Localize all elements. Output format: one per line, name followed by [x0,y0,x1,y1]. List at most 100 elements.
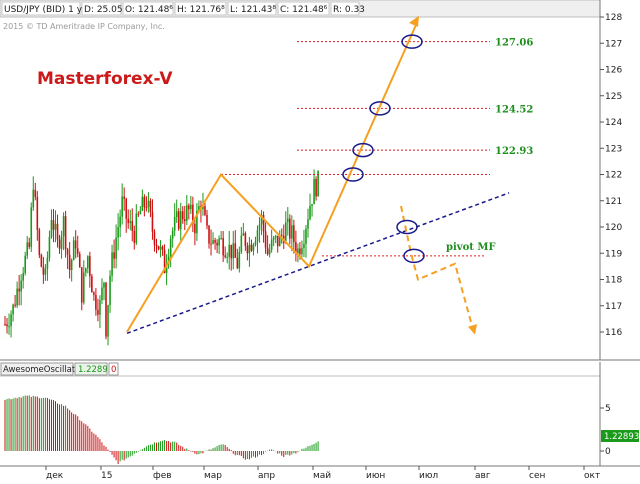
header-field: O: 121.48⁶ [125,5,173,15]
candle-body [58,239,61,249]
candle-body [260,215,263,225]
price-tick-label: 121 [605,197,622,207]
candle-body [216,242,218,246]
candle-body [30,207,33,247]
candle-body [238,251,241,269]
oscillator-panel[interactable]: AwesomeOscillator 1.22893 0 50 1.22893 [0,362,639,466]
candle-body [272,237,275,240]
header-field: USD/JPY (BID) 1 y D [4,5,92,15]
candle-body [287,218,289,223]
candle-body [232,243,235,259]
candle-body [60,236,63,249]
header-bar: USD/JPY (BID) 1 y DD: 25.05.15O: 121.48⁶… [0,0,601,18]
candle-body [280,234,283,236]
candle-body [212,240,214,244]
time-tick-label: авг [475,471,491,480]
price-panel[interactable]: 116117118119120121122123124125126127128 … [0,0,640,361]
candle-body [12,304,14,315]
price-y-axis: 116 117 118 119 120 121 122 123 124 125 126 127 128 [600,13,622,338]
price-tick-label: 120 [605,223,622,233]
candle-body [48,236,51,258]
candle-body [113,252,115,259]
candle-body [107,305,109,337]
candle-body [289,218,291,239]
watermark-text: Masterforex-V [37,69,173,89]
candle-body [101,287,103,301]
candle-body [68,254,71,271]
candle-body [252,245,255,251]
candle-body [8,326,10,328]
candle-body [266,247,269,255]
header-field-box [81,1,122,16]
candle-body [254,241,257,246]
price-tick-label: 125 [605,92,622,102]
candle-body [224,255,226,258]
candle-body [24,255,26,274]
candle-body [188,205,190,210]
candle-body [28,242,31,247]
candle-body [109,275,111,306]
candle-body [192,204,194,224]
candle-body [183,219,186,222]
candle-body [305,228,307,244]
candle-body [159,246,162,250]
candle-body [115,237,117,259]
pattern-line [126,24,417,333]
oscillator-name-box[interactable] [0,362,74,376]
candle-body [250,244,253,251]
oscillator-name: AwesomeOscillator [3,365,84,375]
candle-body [18,288,20,292]
candle-body [119,216,121,228]
price-tick-label: 117 [605,302,622,312]
candle-body [145,206,148,208]
candle-body [311,204,313,206]
candle-body [70,260,73,271]
candle-body [295,242,297,254]
oscillator-value-box [74,362,108,376]
candle-body [66,249,69,255]
time-tick-label: 15 [101,471,112,480]
candle-body [313,178,315,205]
candle-body [198,206,200,211]
candle-body [299,248,301,255]
candle-body [34,189,37,197]
candle-body [131,221,134,231]
candle-body [139,210,142,215]
candle-body [163,249,166,273]
candle-body [95,294,97,310]
price-tick-label: 126 [605,66,622,76]
header-field-box [277,1,330,16]
forecast-line [400,205,474,330]
candle-body [173,216,176,231]
oscillator-tick-label: 5 [605,404,611,414]
candle-body [270,239,273,250]
candle-body [204,206,206,215]
candle-body [169,238,172,257]
candles [4,169,319,346]
candle-body [16,288,18,306]
candle-body [97,309,99,315]
candle-body [72,240,75,261]
time-tick-label: июн [366,471,385,480]
candle-body [32,189,35,208]
candle-body [123,196,125,199]
header-field-box [227,1,277,16]
candle-body [177,211,180,229]
candle-body [226,256,228,258]
candle-body [133,230,136,243]
header-field-box [330,1,360,16]
candle-body [91,276,93,293]
candle-body [181,211,184,220]
oscillator-bars [4,395,319,465]
time-tick-label: сен [529,471,545,480]
time-tick-label: дек [46,471,64,480]
time-tick-label: окт [584,471,600,480]
arrow-head [468,324,477,335]
candle-body [99,300,101,315]
candle-body [246,246,249,254]
candle-body [202,206,204,210]
header-field: D: 25.05.15 [84,5,137,15]
candle-body [26,242,29,256]
candle-body [258,224,261,230]
level-label: 122.93 [495,146,533,157]
